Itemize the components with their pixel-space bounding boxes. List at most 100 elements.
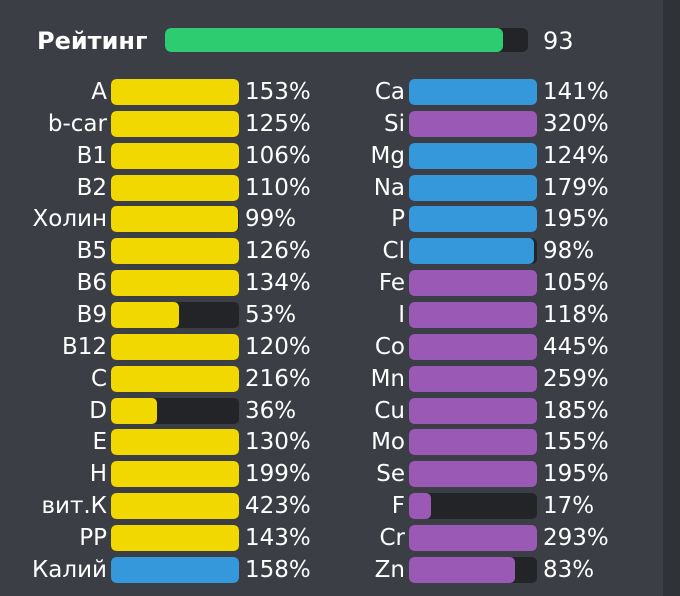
- nutrient-percent: 134%: [245, 270, 311, 297]
- nutrient-label: Ca: [374, 79, 405, 105]
- nutrient-label: b-car: [47, 110, 107, 137]
- nutrient-label: вит.К: [41, 493, 107, 520]
- nutrient-row: b-car 125%: [0, 108, 680, 140]
- nutrient-label: P: [391, 206, 405, 233]
- nutrient-progress-fill: [409, 556, 516, 583]
- nutrient-row: Mg 124%: [0, 140, 680, 172]
- nutrient-percent: 143%: [245, 524, 311, 551]
- nutrient-label: Mo: [371, 429, 405, 456]
- nutrient-percent: 141%: [543, 79, 609, 105]
- nutrient-progress-bar: [409, 429, 537, 456]
- nutrient-row: Zn 83%: [0, 554, 680, 586]
- nutrient-row: Cr 293%: [0, 522, 680, 554]
- nutrient-label: Se: [376, 461, 405, 488]
- nutrient-percent: 105%: [543, 270, 609, 297]
- nutrient-percent: 445%: [543, 333, 609, 360]
- nutrient-label: PP: [79, 524, 107, 551]
- nutrient-label: B5: [76, 238, 107, 265]
- nutrient-label: Mn: [370, 365, 405, 392]
- nutrient-progress-bar: [111, 110, 239, 137]
- nutrient-progress-bar: [111, 493, 239, 520]
- nutrient-label: Cu: [374, 397, 405, 424]
- nutrient-label: Fe: [378, 270, 405, 297]
- nutrient-progress-bar: [111, 79, 239, 105]
- rating-label: Рейтинг: [37, 27, 148, 55]
- nutrient-percent: 320%: [543, 110, 609, 137]
- nutrient-percent: 130%: [245, 429, 311, 456]
- nutrient-progress-bar: [409, 270, 537, 297]
- nutrient-percent: 423%: [245, 493, 311, 520]
- nutrient-progress-fill: [409, 79, 537, 105]
- nutrient-percent: 155%: [543, 429, 609, 456]
- nutrient-row: B5 126%: [0, 235, 680, 267]
- nutrient-progress-fill: [111, 397, 158, 424]
- nutrient-progress-bar: [409, 365, 537, 392]
- nutrient-row: Cu 185%: [0, 395, 680, 427]
- nutrient-progress-bar: [111, 301, 239, 328]
- nutrient-row: PP 143%: [0, 522, 680, 554]
- nutrient-progress-fill: [409, 397, 537, 424]
- nutrient-progress-bar: [409, 238, 537, 265]
- nutrient-progress-fill: [409, 110, 537, 137]
- nutrient-progress-fill: [111, 556, 239, 583]
- screen-edge: [663, 0, 680, 596]
- nutrient-progress-bar: [111, 206, 239, 233]
- nutrient-row: C 216%: [0, 363, 680, 395]
- nutrient-progress-bar: [111, 333, 239, 360]
- nutrient-percent: 195%: [543, 461, 609, 488]
- nutrient-progress-bar: [111, 142, 239, 169]
- nutrient-percent: 293%: [543, 524, 609, 551]
- nutrient-row: Co 445%: [0, 331, 680, 363]
- nutrient-row: B9 53%: [0, 299, 680, 331]
- nutrient-row: Fe 105%: [0, 267, 680, 299]
- nutrient-percent: 36%: [245, 397, 297, 424]
- nutrient-progress-fill: [409, 174, 537, 201]
- nutrient-progress-fill: [111, 174, 239, 201]
- nutrient-progress-bar: [111, 556, 239, 583]
- nutrient-label: Mg: [370, 142, 405, 169]
- nutrient-row: E 130%: [0, 426, 680, 458]
- nutrient-progress-bar: [111, 397, 239, 424]
- nutrient-progress-bar: [111, 270, 239, 297]
- nutrient-percent: 98%: [543, 238, 595, 265]
- nutrient-percent: 153%: [245, 79, 311, 105]
- nutrient-row: Mo 155%: [0, 426, 680, 458]
- nutrient-row: B6 134%: [0, 267, 680, 299]
- nutrient-progress-bar: [409, 110, 537, 137]
- nutrient-row: B12 120%: [0, 331, 680, 363]
- nutrient-label: B9: [76, 301, 107, 328]
- nutrient-percent: 158%: [245, 556, 311, 583]
- nutrient-progress-bar: [409, 142, 537, 169]
- nutrient-label: B1: [76, 142, 107, 169]
- nutrient-row: H 199%: [0, 458, 680, 490]
- nutrient-percent: 125%: [245, 110, 311, 137]
- nutrient-progress-fill: [111, 524, 239, 551]
- nutrient-progress-fill: [111, 493, 239, 520]
- nutrient-progress-fill: [409, 270, 537, 297]
- nutrient-progress-fill: [111, 238, 239, 265]
- nutrient-progress-bar: [111, 461, 239, 488]
- nutrient-label: Cl: [382, 238, 405, 265]
- nutrient-row: Холин 99%: [0, 203, 680, 235]
- nutrient-progress-fill: [409, 333, 537, 360]
- nutrient-progress-bar: [409, 301, 537, 328]
- nutrient-progress-fill: [409, 142, 537, 169]
- nutrient-progress-fill: [111, 142, 239, 169]
- nutrient-row: B1 106%: [0, 140, 680, 172]
- nutrient-row: Калий 158%: [0, 554, 680, 586]
- nutrient-label: Na: [373, 174, 405, 201]
- rating-progress-fill: [165, 28, 503, 52]
- nutrient-progress-fill: [111, 79, 239, 105]
- nutrient-progress-fill: [111, 365, 239, 392]
- nutrient-progress-bar: [409, 493, 537, 520]
- nutrient-percent: 120%: [245, 333, 311, 360]
- nutrient-label: B6: [76, 270, 107, 297]
- nutrient-progress-fill: [111, 333, 239, 360]
- nutrient-percent: 124%: [543, 142, 609, 169]
- nutrient-progress-bar: [111, 238, 239, 265]
- nutrient-row: D 36%: [0, 395, 680, 427]
- nutrient-label: Cr: [379, 524, 405, 551]
- nutrient-label: D: [89, 397, 107, 424]
- nutrient-progress-fill: [409, 301, 537, 328]
- nutrient-percent: 110%: [245, 174, 311, 201]
